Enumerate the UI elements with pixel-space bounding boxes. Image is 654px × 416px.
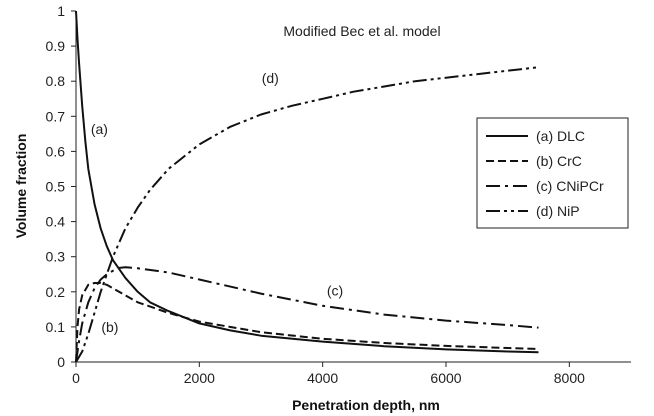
y-tick-label: 0.7 — [46, 108, 66, 124]
x-tick-label: 0 — [72, 370, 80, 386]
legend-entry: (c) CNiPCr — [536, 178, 604, 194]
series-line-3 — [75, 266, 539, 363]
x-tick-label: 2000 — [184, 370, 215, 386]
x-tick-label: 4000 — [307, 370, 338, 386]
y-tick-label: 0.5 — [46, 179, 66, 195]
x-tick-label: 6000 — [430, 370, 461, 386]
series-line-4 — [75, 66, 539, 363]
legend-entry: (d) NiP — [536, 203, 580, 219]
y-tick-label: 0.2 — [46, 284, 66, 300]
series-layer — [75, 10, 539, 363]
series-line-1 — [75, 10, 539, 354]
x-axis-title: Penetration depth, nm — [292, 397, 440, 413]
x-tick-label: 8000 — [554, 370, 585, 386]
y-tick-label: 0.4 — [46, 214, 66, 230]
y-tick-label: 0.3 — [46, 249, 66, 265]
y-tick-label: 0.8 — [46, 73, 66, 89]
y-tick-label: 0.9 — [46, 38, 66, 54]
y-tick-label: 0.1 — [46, 319, 66, 335]
legend-entry: (a) DLC — [536, 128, 585, 144]
curve-label: (a) — [91, 121, 108, 137]
model-annotation: Modified Bec et al. model — [283, 23, 440, 39]
y-axis-title: Volume fraction — [13, 134, 29, 239]
curve-label: (b) — [101, 319, 118, 335]
legend-box — [476, 117, 629, 229]
y-tick-label: 0 — [57, 354, 65, 370]
curve-label: (d) — [262, 70, 279, 86]
series-line-2 — [75, 282, 539, 363]
curve-label: (c) — [327, 282, 343, 298]
axis-ticks: 0 2000 4000 6000 8000 0 0.1 0.2 0.3 0.4 0.5 0.6 0.7 0… — [46, 3, 586, 386]
legend-entry: (b) CrC — [536, 153, 582, 169]
y-tick-label: 1 — [57, 3, 65, 19]
curve-labels: (a) (b) (c) (d) — [91, 70, 343, 335]
legend: (a) DLC (b) CrC (c) CNiPCr (d) NiP — [476, 117, 629, 229]
y-tick-label: 0.6 — [46, 143, 66, 159]
